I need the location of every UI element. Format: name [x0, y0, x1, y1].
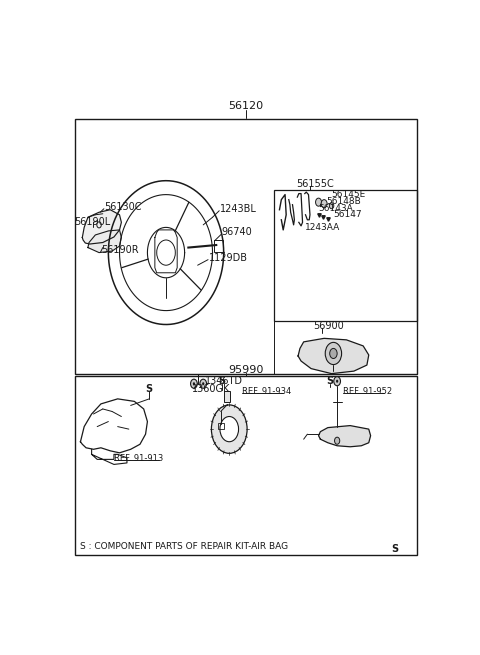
Text: 1243AA: 1243AA [305, 223, 340, 232]
Circle shape [191, 379, 197, 388]
Text: 96740: 96740 [222, 227, 252, 237]
Circle shape [211, 405, 247, 453]
Text: 95990: 95990 [228, 365, 264, 375]
Polygon shape [319, 426, 371, 447]
Polygon shape [83, 210, 121, 244]
Circle shape [329, 202, 334, 209]
Circle shape [336, 380, 338, 383]
Text: 1243BL: 1243BL [220, 204, 257, 214]
Text: 56143A: 56143A [319, 204, 353, 213]
Text: REF. 91-952: REF. 91-952 [343, 387, 392, 396]
Circle shape [330, 348, 337, 358]
Text: 56190L: 56190L [74, 217, 110, 227]
Circle shape [335, 437, 340, 444]
Circle shape [325, 343, 342, 365]
Circle shape [334, 377, 340, 386]
Text: 56148B: 56148B [326, 196, 361, 206]
Text: S: S [146, 384, 153, 394]
Text: REF. 91-913: REF. 91-913 [114, 454, 163, 463]
Circle shape [202, 383, 204, 385]
Text: 56145E: 56145E [332, 190, 366, 199]
Text: 56147: 56147 [334, 210, 362, 219]
Bar [215, 240, 223, 252]
Text: 1346TD: 1346TD [205, 376, 243, 386]
Text: S: S [391, 544, 398, 553]
Bar [274, 189, 417, 321]
Bar [224, 391, 230, 402]
Text: S : COMPONENT PARTS OF REPAIR KIT-AIR BAG: S : COMPONENT PARTS OF REPAIR KIT-AIR BA… [81, 542, 288, 551]
Text: REF. 91-934: REF. 91-934 [242, 387, 291, 396]
Circle shape [321, 200, 327, 208]
Text: S: S [326, 376, 333, 386]
Bar [75, 376, 417, 555]
Text: 56190R: 56190R [101, 245, 139, 255]
Text: 56130C: 56130C [105, 202, 142, 212]
Circle shape [200, 379, 206, 388]
Circle shape [193, 383, 195, 385]
Text: 56900: 56900 [313, 321, 344, 331]
Circle shape [220, 417, 239, 441]
Bar [218, 423, 224, 429]
Bar [75, 119, 417, 373]
Text: 56120: 56120 [228, 102, 264, 111]
Text: 56155C: 56155C [296, 179, 334, 189]
Text: S: S [218, 376, 226, 386]
Text: 1360GK: 1360GK [192, 384, 230, 394]
Polygon shape [298, 339, 369, 373]
Polygon shape [88, 230, 121, 253]
Text: 1129DB: 1129DB [209, 253, 248, 263]
Circle shape [315, 198, 322, 206]
